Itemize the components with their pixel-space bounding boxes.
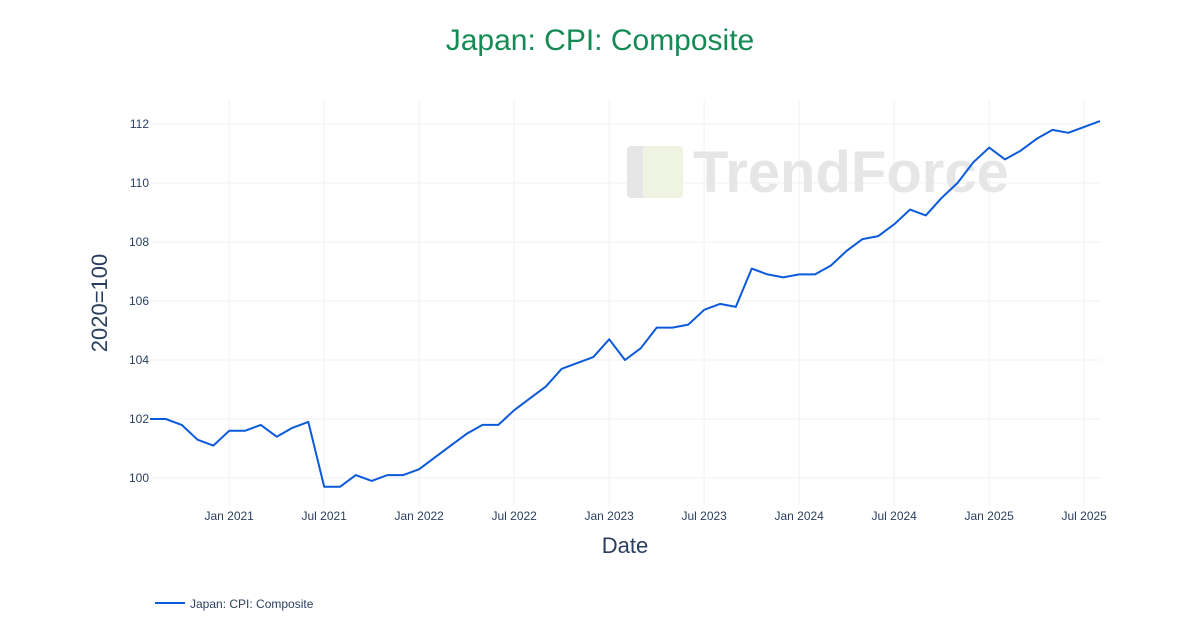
series-layer bbox=[150, 120, 1101, 488]
y-tick-label: 108 bbox=[129, 235, 149, 249]
x-tick-label: Jan 2022 bbox=[394, 509, 444, 523]
watermark: TrendForce bbox=[627, 140, 1009, 205]
x-axis: Jan 2021 Jul 2021 Jan 2022 Jul 2022 Jan 2023… bbox=[204, 509, 1107, 523]
x-axis-title: Date bbox=[602, 533, 648, 558]
y-tick-label: 102 bbox=[129, 412, 149, 426]
grid bbox=[150, 100, 1100, 505]
y-axis: 100 102 104 106 108 110 112 bbox=[129, 117, 149, 485]
x-tick-label: Jan 2024 bbox=[774, 509, 824, 523]
y-tick-label: 112 bbox=[130, 117, 149, 131]
x-tick-label: Jul 2025 bbox=[1061, 509, 1107, 523]
watermark-text: TrendForce bbox=[693, 140, 1009, 205]
series-line bbox=[150, 120, 1101, 488]
y-tick-label: 104 bbox=[129, 353, 149, 367]
watermark-logo-mark-accent bbox=[643, 146, 683, 198]
chart-title: Japan: CPI: Composite bbox=[446, 24, 754, 57]
legend[interactable]: Japan: CPI: Composite bbox=[155, 597, 314, 611]
x-tick-label: Jul 2023 bbox=[681, 509, 727, 523]
x-tick-label: Jul 2022 bbox=[491, 509, 537, 523]
x-tick-label: Jan 2023 bbox=[584, 509, 634, 523]
y-tick-label: 110 bbox=[130, 176, 149, 190]
x-tick-label: Jan 2025 bbox=[964, 509, 1014, 523]
legend-label[interactable]: Japan: CPI: Composite bbox=[190, 597, 314, 611]
x-tick-label: Jan 2021 bbox=[204, 509, 254, 523]
y-tick-label: 106 bbox=[129, 294, 149, 308]
x-tick-label: Jul 2024 bbox=[871, 509, 917, 523]
y-axis-title: 2020=100 bbox=[87, 254, 112, 353]
y-tick-label: 100 bbox=[129, 471, 149, 485]
x-tick-label: Jul 2021 bbox=[301, 509, 347, 523]
